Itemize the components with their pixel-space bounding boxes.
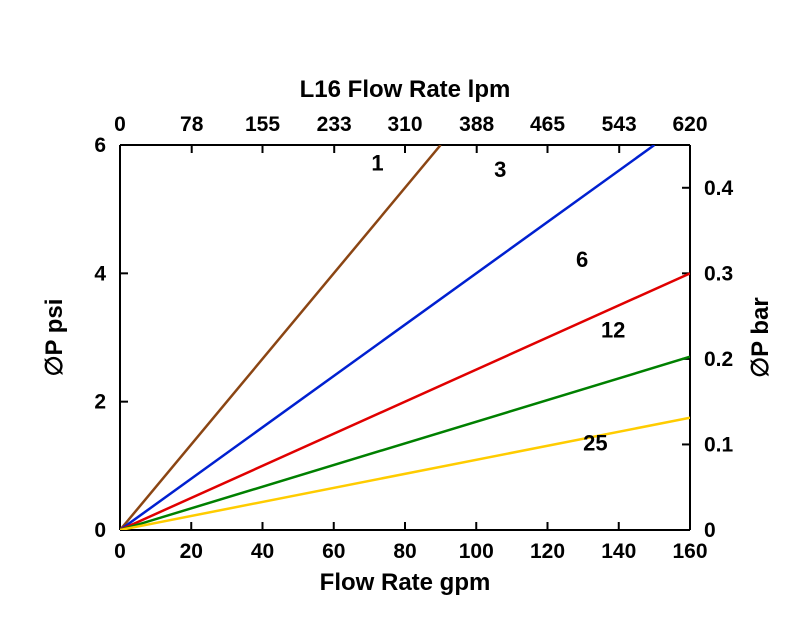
y-left-tick-label: 2 [94, 391, 106, 414]
x-bottom-tick-label: 140 [601, 540, 636, 563]
x-top-tick-label: 388 [459, 113, 494, 136]
x-bottom-tick-label: 60 [322, 540, 345, 563]
y-right-tick-label: 0.4 [704, 177, 734, 200]
y-right-title: ∅P bar [747, 297, 774, 378]
x-bottom-tick-label: 100 [459, 540, 494, 563]
x-top-tick-label: 78 [180, 113, 204, 136]
x-bottom-tick-label: 120 [530, 540, 565, 563]
x-top-tick-label: 0 [114, 113, 126, 136]
x-bottom-tick-label: 160 [672, 540, 707, 563]
series-label-6: 6 [576, 247, 588, 272]
y-right-tick-label: 0.1 [704, 433, 734, 456]
series-label-3: 3 [494, 157, 506, 182]
series-label-25: 25 [583, 430, 607, 455]
flow-rate-chart: 020406080100120140160Flow Rate gpm078155… [0, 0, 794, 640]
x-top-tick-label: 620 [672, 113, 707, 136]
chart-svg: 020406080100120140160Flow Rate gpm078155… [0, 0, 794, 640]
y-left-tick-label: 0 [94, 519, 106, 542]
x-top-tick-label: 233 [317, 113, 352, 136]
x-bottom-tick-label: 80 [393, 540, 416, 563]
y-right-tick-label: 0.3 [704, 262, 733, 285]
x-bottom-tick-label: 0 [114, 540, 126, 563]
y-right-tick-label: 0 [704, 519, 716, 542]
x-top-tick-label: 310 [387, 113, 422, 136]
y-right-tick-label: 0.2 [704, 348, 733, 371]
x-top-title: L16 Flow Rate lpm [300, 76, 511, 103]
y-left-tick-label: 4 [94, 262, 106, 285]
series-label-12: 12 [601, 318, 625, 343]
x-top-tick-label: 465 [530, 113, 565, 136]
y-left-title: ∅P psi [41, 299, 68, 377]
y-left-tick-label: 6 [94, 134, 106, 157]
x-bottom-tick-label: 40 [251, 540, 274, 563]
x-bottom-title: Flow Rate gpm [320, 569, 491, 596]
x-bottom-tick-label: 20 [180, 540, 203, 563]
x-top-tick-label: 543 [602, 113, 637, 136]
series-label-1: 1 [371, 151, 383, 176]
x-top-tick-label: 155 [245, 113, 280, 136]
